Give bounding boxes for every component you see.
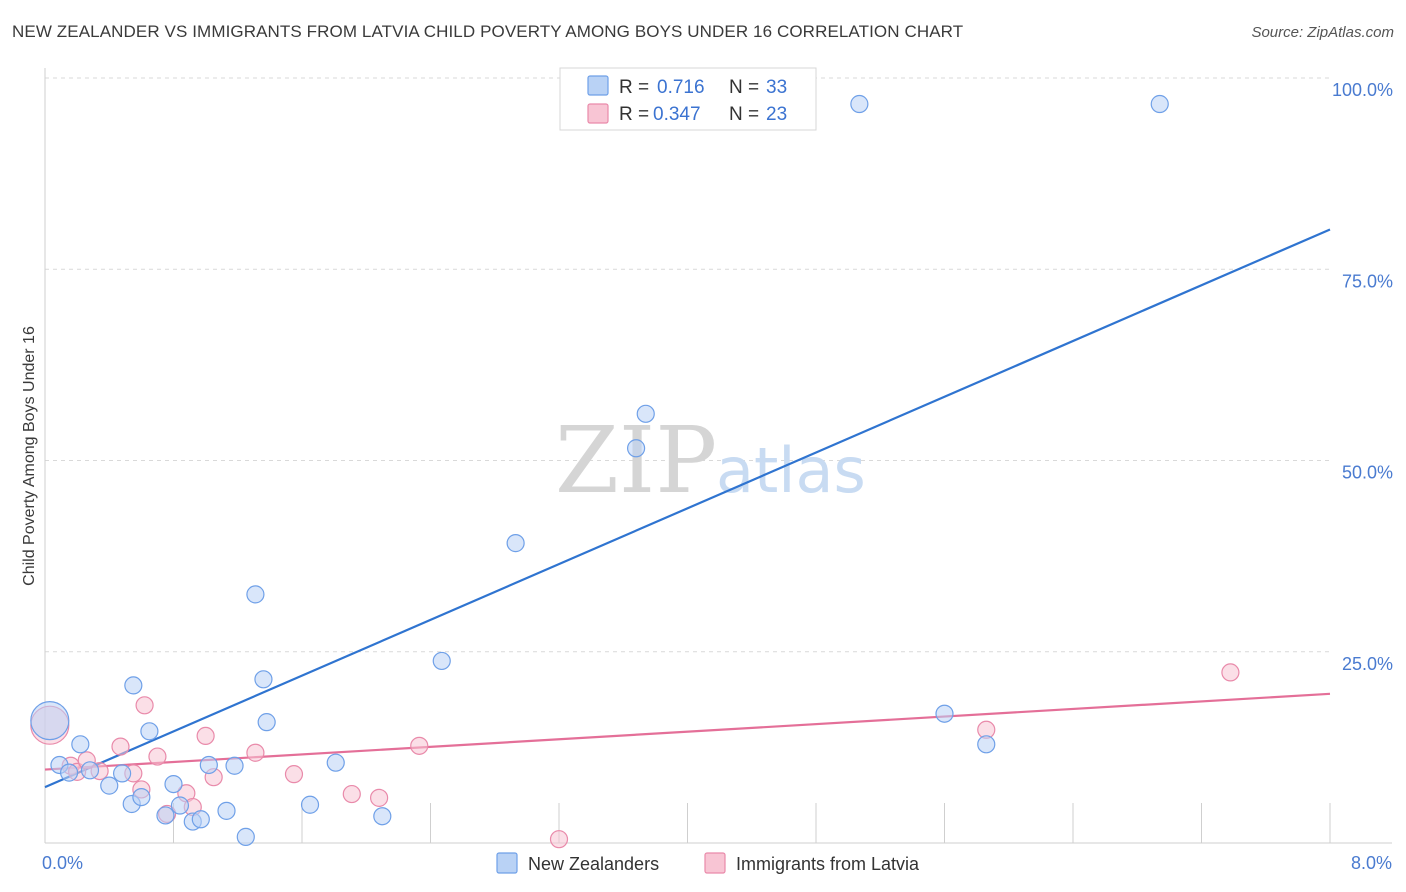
x-tick-label-max: 8.0% <box>1351 853 1392 873</box>
point-new-zealanders-23 <box>300 795 320 814</box>
point-latvia-20 <box>549 830 569 849</box>
legend-n-value-2: 23 <box>766 104 787 125</box>
point-new-zealanders-28 <box>626 439 646 458</box>
point-new-zealanders-25 <box>373 807 392 826</box>
point-latvia-16 <box>284 765 304 784</box>
legend-r-value-2: 0.347 <box>653 104 701 125</box>
x-tick-label-min: 0.0% <box>42 853 83 873</box>
trend-line-new-zealanders <box>44 228 1331 789</box>
point-new-zealanders-26 <box>432 651 451 671</box>
point-new-zealanders-10 <box>140 722 159 741</box>
point-new-zealanders-11 <box>156 806 175 825</box>
point-new-zealanders-30 <box>850 94 869 114</box>
y-tick-label-0: 25.0% <box>1342 654 1393 674</box>
watermark-atlas: atlas <box>716 434 866 507</box>
y-tick-label-2: 75.0% <box>1342 271 1393 291</box>
watermark-zip: ZIP <box>555 407 717 514</box>
watermark: ZIP atlas <box>555 407 866 514</box>
y-axis-label: Child Poverty Among Boys Under 16 <box>21 326 38 586</box>
legend-swatch-pink <box>587 103 609 124</box>
point-new-zealanders-29 <box>636 404 655 423</box>
point-new-zealanders-8 <box>132 787 151 807</box>
point-new-zealanders-20 <box>246 585 265 604</box>
grid-lines <box>45 77 1330 653</box>
point-latvia-18 <box>370 788 389 807</box>
legend-n-label-2: N = <box>729 104 759 125</box>
point-new-zealanders-33 <box>1150 94 1169 114</box>
point-new-zealanders-31 <box>935 704 954 723</box>
point-new-zealanders-19 <box>236 827 255 846</box>
legend-swatch-blue <box>587 75 609 96</box>
y-tick-label-1: 50.0% <box>1342 463 1393 483</box>
point-new-zealanders-0 <box>30 700 70 741</box>
point-new-zealanders-27 <box>506 534 525 553</box>
point-new-zealanders-12 <box>164 774 183 794</box>
legend-r-label-2: R = <box>619 104 649 125</box>
point-latvia-17 <box>342 784 361 804</box>
point-latvia-5 <box>111 737 130 756</box>
data-points <box>30 94 1240 849</box>
point-new-zealanders-15 <box>191 810 210 829</box>
point-latvia-22 <box>1221 663 1240 682</box>
legend-n-value-1: 33 <box>766 77 787 98</box>
source-attribution: Source: ZipAtlas.com <box>1251 24 1394 41</box>
point-latvia-19 <box>410 736 429 755</box>
point-new-zealanders-18 <box>225 756 244 775</box>
y-tick-labels: 25.0% 50.0% 75.0% 100.0% <box>1332 80 1393 674</box>
point-new-zealanders-6 <box>112 764 132 783</box>
point-new-zealanders-4 <box>80 761 100 780</box>
point-latvia-8 <box>135 696 154 715</box>
legend-r-label-1: R = <box>619 77 649 98</box>
series-legend-swatch-blue <box>496 852 518 874</box>
point-new-zealanders-21 <box>254 670 273 689</box>
legend-r-value-1: 0.716 <box>657 77 705 98</box>
point-new-zealanders-9 <box>124 676 143 695</box>
point-new-zealanders-22 <box>257 713 276 732</box>
series-legend-label-2: Immigrants from Latvia <box>736 854 920 874</box>
series-legend-label-1: New Zealanders <box>528 854 659 874</box>
stats-legend: R = 0.716 N = 33 R = 0.347 N = 23 <box>559 67 817 131</box>
series-legend-swatch-pink <box>704 852 726 874</box>
series-legend: New Zealanders Immigrants from Latvia <box>496 852 920 874</box>
y-tick-label-3: 100.0% <box>1332 80 1393 100</box>
point-new-zealanders-3 <box>71 735 90 754</box>
point-latvia-13 <box>196 726 215 746</box>
point-new-zealanders-16 <box>199 755 218 775</box>
point-new-zealanders-13 <box>170 796 190 815</box>
point-new-zealanders-24 <box>326 753 345 772</box>
point-latvia-9 <box>148 747 167 766</box>
point-new-zealanders-32 <box>977 735 996 754</box>
point-new-zealanders-2 <box>59 763 79 782</box>
point-new-zealanders-5 <box>100 776 119 795</box>
chart-title: NEW ZEALANDER VS IMMIGRANTS FROM LATVIA … <box>12 22 964 41</box>
point-new-zealanders-17 <box>217 801 236 820</box>
point-latvia-15 <box>246 743 265 762</box>
trend-lines <box>44 228 1331 789</box>
legend-n-label-1: N = <box>729 77 759 98</box>
